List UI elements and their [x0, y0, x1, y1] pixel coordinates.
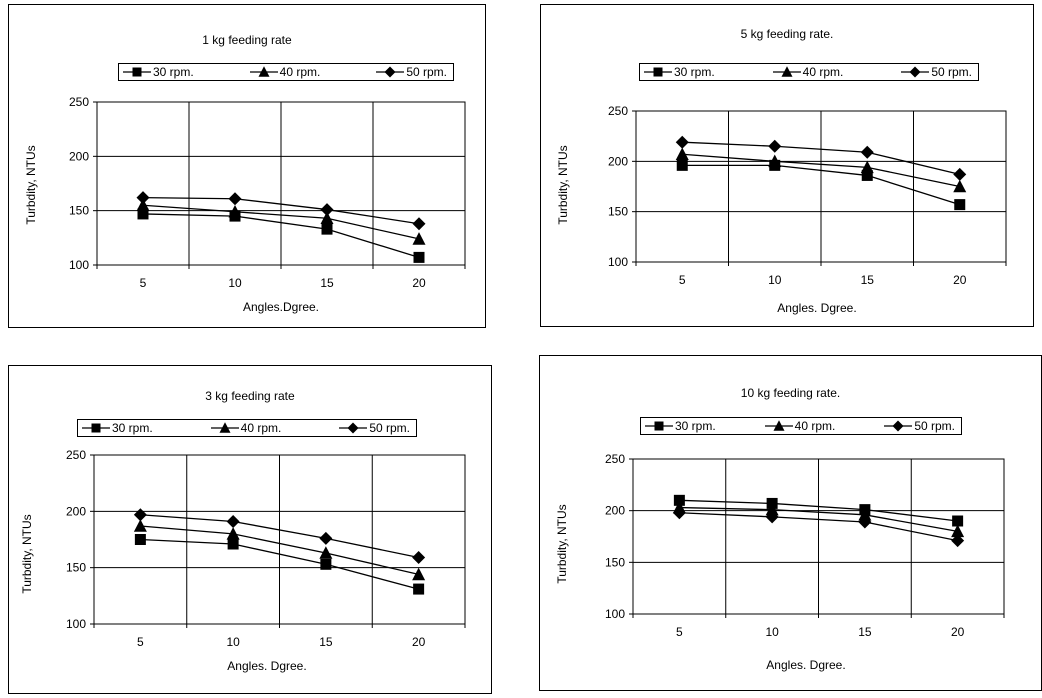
- y-tick-label: 100: [66, 617, 86, 631]
- data-point-square: [954, 199, 965, 210]
- y-tick-label: 200: [66, 504, 86, 518]
- y-tick-label: 150: [605, 555, 625, 569]
- x-tick-label: 20: [412, 276, 426, 290]
- y-tick-label: 250: [608, 104, 628, 118]
- y-tick-label: 200: [605, 504, 625, 518]
- x-tick-label: 15: [861, 273, 875, 287]
- x-tick-label: 20: [953, 273, 967, 287]
- chart-5kg-feeding-rate: 5 kg feeding rate. 30 rpm. 40 rpm. 50 rpm.…: [540, 4, 1034, 327]
- x-tick-label: 20: [951, 625, 965, 639]
- plot-area: 100 150 200 250 5 10 15 20: [540, 356, 1041, 690]
- plot-area: 100 150 200 250 5 10 15 20: [9, 5, 485, 327]
- y-tick-label: 100: [608, 255, 628, 269]
- x-tick-label: 5: [676, 625, 683, 639]
- y-tick-label: 200: [69, 149, 89, 163]
- y-tick-label: 250: [605, 452, 625, 466]
- plot-area: 100 150 200 250 5 10 15 20: [9, 366, 491, 693]
- y-tick-label: 150: [69, 204, 89, 218]
- x-tick-label: 10: [768, 273, 782, 287]
- x-tick-label: 10: [226, 635, 240, 649]
- x-tick-label: 20: [412, 635, 426, 649]
- y-tick-label: 200: [608, 154, 628, 168]
- y-tick-label: 150: [608, 205, 628, 219]
- x-tick-label: 15: [320, 276, 334, 290]
- data-point-square: [322, 224, 333, 235]
- y-tick-label: 250: [66, 448, 86, 462]
- y-tick-label: 150: [66, 561, 86, 575]
- x-tick-label: 5: [679, 273, 686, 287]
- data-point-square: [677, 160, 688, 171]
- y-tick-label: 100: [69, 258, 89, 272]
- x-tick-label: 10: [228, 276, 242, 290]
- x-tick-label: 15: [858, 625, 872, 639]
- data-point-square: [414, 252, 425, 263]
- y-tick-label: 250: [69, 95, 89, 109]
- x-tick-label: 15: [319, 635, 333, 649]
- x-tick-label: 10: [765, 625, 779, 639]
- plot-area: 100 150 200 250 5 10 15 20: [541, 5, 1033, 326]
- data-point-square: [413, 584, 424, 595]
- data-point-square: [320, 559, 331, 570]
- y-tick-label: 100: [605, 607, 625, 621]
- data-point-square: [228, 539, 239, 550]
- x-tick-label: 5: [140, 276, 147, 290]
- chart-3kg-feeding-rate: 3 kg feeding rate 30 rpm. 40 rpm. 50 rpm. …: [8, 365, 492, 694]
- chart-1kg-feeding-rate: 1 kg feeding rate 30 rpm. 40 rpm. 50 rpm. …: [8, 4, 486, 328]
- data-point-square: [135, 534, 146, 545]
- chart-10kg-feeding-rate: 10 kg feeding rate. 30 rpm. 40 rpm. 50 rpm…: [539, 355, 1042, 691]
- x-tick-label: 5: [137, 635, 144, 649]
